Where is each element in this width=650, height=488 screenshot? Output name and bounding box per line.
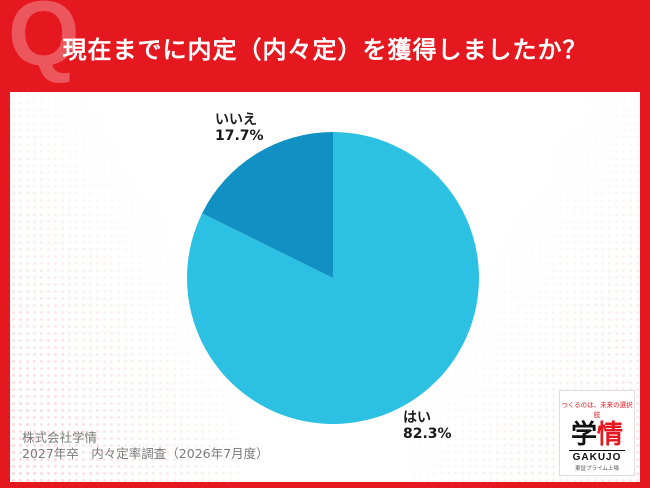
logo-name: 学情: [560, 421, 634, 449]
source-company: 株式会社学情: [22, 430, 98, 445]
logo-tagline: つくるのは、未来の選択肢: [561, 401, 633, 419]
slice-label-no: いいえ 17.7%: [215, 112, 264, 144]
slice-label-yes-name: はい: [403, 410, 431, 426]
page-title: 現在までに内定（内々定）を獲得しましたか？: [62, 36, 588, 64]
chart-panel: いいえ 17.7% はい 82.3% 株式会社学情 2027年卒 内々定率調査（…: [10, 92, 640, 482]
pie-slice-yes: [187, 132, 480, 424]
q-mark: Q: [8, 0, 80, 85]
slice-label-yes: はい 82.3%: [403, 410, 452, 442]
logo-name-part1: 学: [570, 420, 597, 450]
gakujo-logo: つくるのは、未来の選択肢 学情 GAKUJO 東証プライム上場: [559, 390, 635, 476]
pie-slice-no: [202, 132, 333, 278]
pie-chart: [187, 132, 480, 424]
logo-sub: 東証プライム上場: [575, 466, 619, 472]
slice-label-no-value: 17.7%: [215, 128, 264, 144]
source-note: 株式会社学情 2027年卒 内々定率調査（2026年7月度）: [22, 430, 269, 462]
logo-name-en: GAKUJO: [569, 450, 625, 463]
logo-name-part2: 情: [597, 420, 624, 450]
slice-label-yes-value: 82.3%: [403, 426, 452, 442]
slice-label-no-name: いいえ: [215, 112, 257, 128]
source-survey: 2027年卒 内々定率調査（2026年7月度）: [22, 446, 269, 461]
